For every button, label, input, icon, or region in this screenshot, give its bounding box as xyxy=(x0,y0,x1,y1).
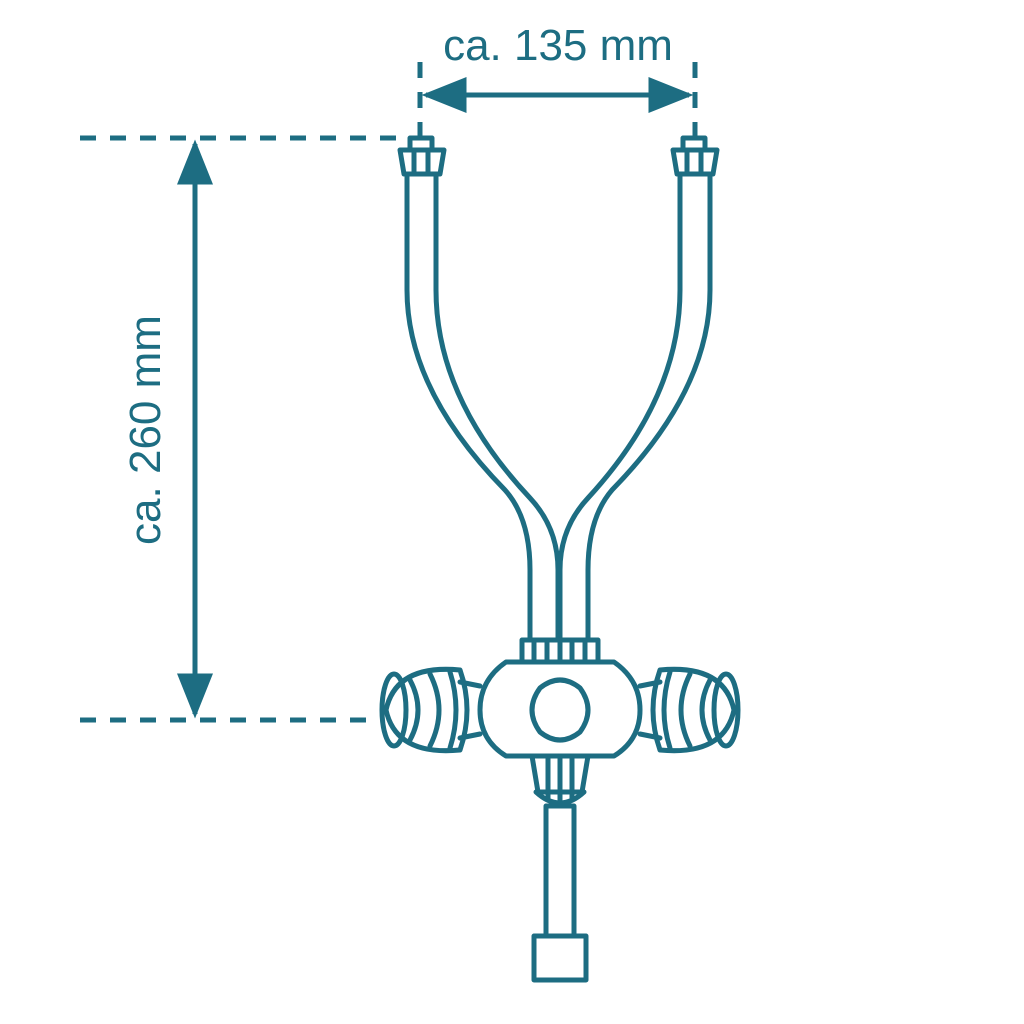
dim-width-label: ca. 135 mm xyxy=(443,21,673,70)
dim-height-label: ca. 260 mm xyxy=(121,315,170,545)
top-nut-right xyxy=(673,138,717,174)
technical-drawing: ca. 135 mm ca. 260 mm xyxy=(0,0,1024,1024)
pipe-left xyxy=(407,174,558,640)
spout xyxy=(534,806,586,980)
handle-left xyxy=(382,669,480,750)
handle-right xyxy=(640,669,738,750)
top-nut-left xyxy=(400,138,444,174)
valve-center-boss xyxy=(532,680,588,740)
pipe-right xyxy=(560,174,710,640)
faucet-outline xyxy=(382,138,738,980)
front-knob xyxy=(532,756,588,803)
pipe-collars xyxy=(522,640,598,662)
